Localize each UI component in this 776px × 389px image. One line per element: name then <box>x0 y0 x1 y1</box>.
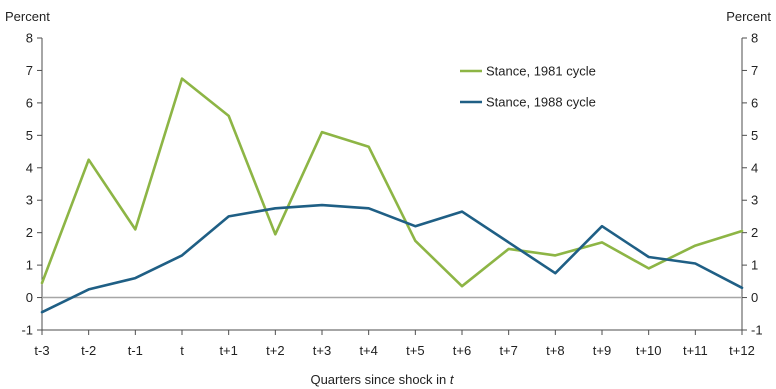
x-tick-label: t+1 <box>219 343 237 358</box>
legend-label: Stance, 1981 cycle <box>486 64 596 79</box>
y-tick-label-right: 4 <box>751 160 758 175</box>
x-tick-label: t+12 <box>729 343 755 358</box>
y-tick-label-left: -1 <box>21 323 33 338</box>
y-tick-label-left: 6 <box>26 95 33 110</box>
x-tick-label: t-1 <box>128 343 143 358</box>
y-tick-label-right: 8 <box>751 31 758 46</box>
y-tick-label-left: 3 <box>26 193 33 208</box>
x-axis-title: Quarters since shock in t <box>310 372 454 387</box>
x-tick-label: t+3 <box>313 343 331 358</box>
x-tick-label: t+6 <box>453 343 471 358</box>
y-tick-label-right: 3 <box>751 193 758 208</box>
y-tick-label-right: -1 <box>751 323 763 338</box>
x-tick-label: t+5 <box>406 343 424 358</box>
x-tick-label: t <box>180 343 184 358</box>
y-tick-label-left: 8 <box>26 31 33 46</box>
y-unit-label-left: Percent <box>5 9 50 24</box>
x-tick-label: t+7 <box>499 343 517 358</box>
y-tick-label-left: 7 <box>26 63 33 78</box>
y-tick-label-right: 5 <box>751 128 758 143</box>
x-tick-label: t+10 <box>636 343 662 358</box>
axes-layer: -1 -1 0 0 1 1 2 2 3 3 4 4 5 5 6 6 7 7 8 8 t-3 t-2 t-1 t t+1 t+2 t+… <box>21 31 762 359</box>
x-tick-label: t+9 <box>593 343 611 358</box>
y-tick-label-left: 5 <box>26 128 33 143</box>
x-tick-label: t-3 <box>34 343 49 358</box>
series-layer <box>40 77 744 314</box>
y-tick-label-right: 6 <box>751 95 758 110</box>
x-tick-label: t-2 <box>81 343 96 358</box>
series-line-1981 <box>40 77 744 288</box>
legend-label: Stance, 1988 cycle <box>486 95 596 110</box>
y-tick-label-right: 1 <box>751 258 758 273</box>
y-tick-label-left: 0 <box>26 290 33 305</box>
y-tick-label-left: 2 <box>26 225 33 240</box>
y-tick-label-right: 7 <box>751 63 758 78</box>
x-tick-label: t+2 <box>266 343 284 358</box>
x-axis-title-italic: t <box>450 372 455 387</box>
y-tick-label-right: 2 <box>751 225 758 240</box>
x-tick-label: t+4 <box>359 343 377 358</box>
series-line-1988 <box>40 203 744 314</box>
y-tick-label-right: 0 <box>751 290 758 305</box>
legend: Stance, 1981 cycle Stance, 1988 cycle <box>460 64 596 110</box>
y-tick-label-left: 4 <box>26 160 33 175</box>
y-unit-label-right: Percent <box>726 9 771 24</box>
x-axis-title-text: Quarters since shock in <box>310 372 449 387</box>
x-tick-label: t+8 <box>546 343 564 358</box>
y-tick-label-left: 1 <box>26 258 33 273</box>
x-tick-label: t+11 <box>683 343 708 358</box>
